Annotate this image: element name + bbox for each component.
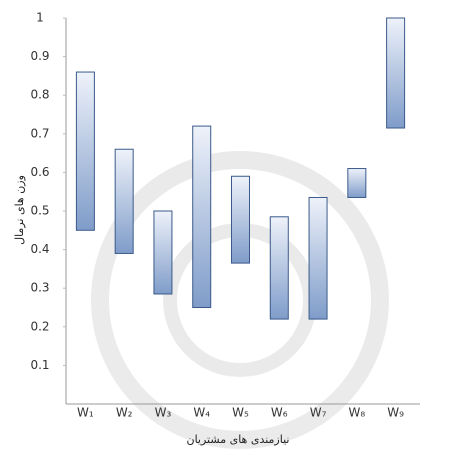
y-tick-label: 0.8 — [30, 88, 49, 102]
x-tick-label: W₇ — [310, 406, 327, 420]
range-bar — [231, 175, 250, 264]
y-tick-label: 0.4 — [30, 242, 49, 256]
x-tick-label: W₈ — [348, 406, 365, 420]
x-tick-label: W₆ — [271, 406, 288, 420]
range-bar — [153, 210, 173, 295]
range-bar — [75, 71, 95, 231]
y-tick-label: 0.3 — [30, 281, 49, 295]
x-tick-label: W₉ — [387, 406, 404, 420]
range-bar — [308, 196, 328, 320]
range-bar — [192, 125, 212, 308]
x-tick-label: W₃ — [155, 406, 172, 420]
range-bar — [269, 216, 289, 320]
x-tick-label: W₂ — [116, 406, 133, 420]
y-tick-label: 0.9 — [30, 49, 49, 63]
x-axis-label: نیازمندی های مشتریان — [187, 433, 290, 446]
x-tick-label: W₄ — [193, 406, 210, 420]
y-tick-label: 0.6 — [30, 165, 49, 179]
y-tick-label: 0.1 — [30, 358, 49, 372]
y-tick-label: 1 — [36, 11, 44, 25]
x-tick-label: W₁ — [77, 406, 94, 420]
range-bar — [347, 168, 367, 198]
y-tick-label: 0.7 — [30, 126, 49, 140]
y-axis-label: وزن های نرمال — [13, 175, 26, 245]
x-tick-label: W₅ — [232, 406, 249, 420]
range-bar — [114, 148, 134, 254]
range-bar — [386, 17, 406, 129]
y-tick-label: 0.2 — [30, 319, 49, 333]
y-tick-label: 0.5 — [30, 204, 49, 218]
